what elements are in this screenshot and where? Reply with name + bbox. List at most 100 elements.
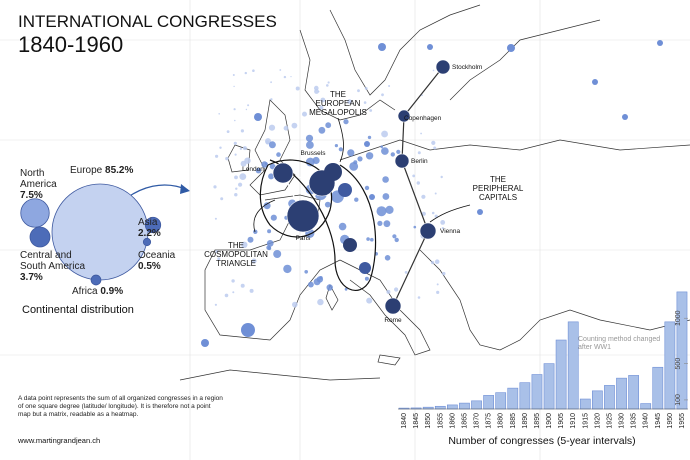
heat-dot xyxy=(382,176,389,183)
heatmap xyxy=(201,40,663,347)
heat-dot xyxy=(234,175,238,180)
bar xyxy=(616,377,627,410)
heat-dot xyxy=(283,75,287,79)
x-tick-label: 1920 xyxy=(594,413,601,429)
heat-dot xyxy=(394,287,399,292)
continent-name: Asia xyxy=(138,217,158,228)
heat-dot xyxy=(381,147,389,155)
heat-dot xyxy=(436,290,440,294)
heat-dot xyxy=(431,261,435,265)
x-tick-label: 1890 xyxy=(522,413,529,429)
heat-dot xyxy=(283,264,292,274)
heat-dot xyxy=(217,257,221,261)
title: INTERNATIONAL CONGRESSES xyxy=(18,12,277,31)
city-label: Vienna xyxy=(440,228,461,235)
heat-dot xyxy=(394,237,399,243)
heat-dot xyxy=(381,93,384,97)
city-label: Copenhagen xyxy=(404,115,442,122)
city-label: Rome xyxy=(384,317,402,324)
x-tick-label: 1930 xyxy=(619,413,626,429)
continent-share: 3.7% xyxy=(20,272,43,283)
heat-dot xyxy=(304,270,309,274)
city-marker xyxy=(338,183,352,197)
heat-dot xyxy=(377,220,383,226)
x-tick-label: 1875 xyxy=(486,413,493,429)
continent-circle xyxy=(144,216,162,234)
heat-dot xyxy=(292,301,298,308)
x-tick-label: 1855 xyxy=(437,413,444,429)
city-marker xyxy=(343,238,357,252)
bar xyxy=(471,400,482,410)
heat-dot xyxy=(305,134,314,142)
heat-dot xyxy=(290,76,292,78)
bar xyxy=(579,398,591,410)
heat-dot xyxy=(357,156,363,162)
heat-dot xyxy=(622,114,628,120)
heat-dot xyxy=(302,111,307,117)
x-tick-label: 1880 xyxy=(498,413,505,429)
heat-dot xyxy=(270,214,277,221)
heat-dot xyxy=(254,113,262,121)
heat-dot xyxy=(367,135,372,140)
heat-dot xyxy=(327,81,330,84)
heat-dot xyxy=(344,287,348,291)
heat-dot xyxy=(369,194,375,200)
x-tick-label: 1860 xyxy=(449,413,456,429)
heat-dot xyxy=(268,141,276,149)
city-marker xyxy=(324,163,342,181)
bar xyxy=(519,382,531,410)
heat-dot xyxy=(233,108,236,111)
heat-dot xyxy=(249,288,254,293)
heat-dot xyxy=(366,297,373,304)
annotation: THE xyxy=(490,175,506,184)
heat-dot xyxy=(364,185,370,191)
heat-dot xyxy=(225,156,229,161)
annotation: MEGALOPOLIS xyxy=(309,108,367,117)
heat-dot xyxy=(238,182,243,187)
continent-label: Europe 85.2% xyxy=(70,165,210,176)
heat-dot xyxy=(319,276,323,280)
chart-annotation: Counting method changed after WW1 xyxy=(578,336,661,351)
heat-dot xyxy=(244,157,251,164)
city-label: Brussels xyxy=(301,150,327,157)
heat-dot xyxy=(363,101,367,104)
heat-dot xyxy=(369,109,373,112)
heat-dot xyxy=(263,202,271,210)
bar xyxy=(507,387,519,410)
heat-dot xyxy=(255,167,262,174)
city-label: Berlin xyxy=(411,158,428,165)
heat-dot xyxy=(308,281,314,288)
continent-name: Oceania xyxy=(138,250,176,261)
heat-dot xyxy=(353,160,358,165)
heat-dot xyxy=(364,141,370,147)
heat-dot xyxy=(233,141,237,145)
heat-dot xyxy=(314,85,319,91)
heat-dot xyxy=(220,197,224,201)
heat-dot xyxy=(264,162,268,166)
continent-label: Oceania 0.5% xyxy=(138,250,183,272)
heat-dot xyxy=(305,157,315,167)
heat-dot xyxy=(384,254,391,261)
heat-dot xyxy=(240,129,244,133)
heat-dot xyxy=(442,271,446,276)
continent-circle xyxy=(20,198,50,228)
heat-dot xyxy=(338,147,343,152)
x-tick-label: 1885 xyxy=(510,413,517,429)
heat-dot xyxy=(215,154,219,158)
bar xyxy=(652,366,664,410)
x-tick-label: 1950 xyxy=(667,413,674,429)
heat-dot xyxy=(276,152,281,157)
annotation: COSMOPOLITAN xyxy=(204,250,268,259)
heat-dot xyxy=(427,44,433,50)
heat-dot xyxy=(239,173,247,181)
heat-dot xyxy=(440,175,443,179)
heat-dot xyxy=(417,296,421,299)
continent-name: Central and South America xyxy=(20,250,86,272)
bar xyxy=(434,405,446,410)
subtitle: 1840-1960 xyxy=(18,32,123,57)
heat-dot xyxy=(364,276,369,281)
city-marker xyxy=(384,297,402,315)
heat-dot xyxy=(251,258,257,264)
heat-dot xyxy=(213,185,217,189)
